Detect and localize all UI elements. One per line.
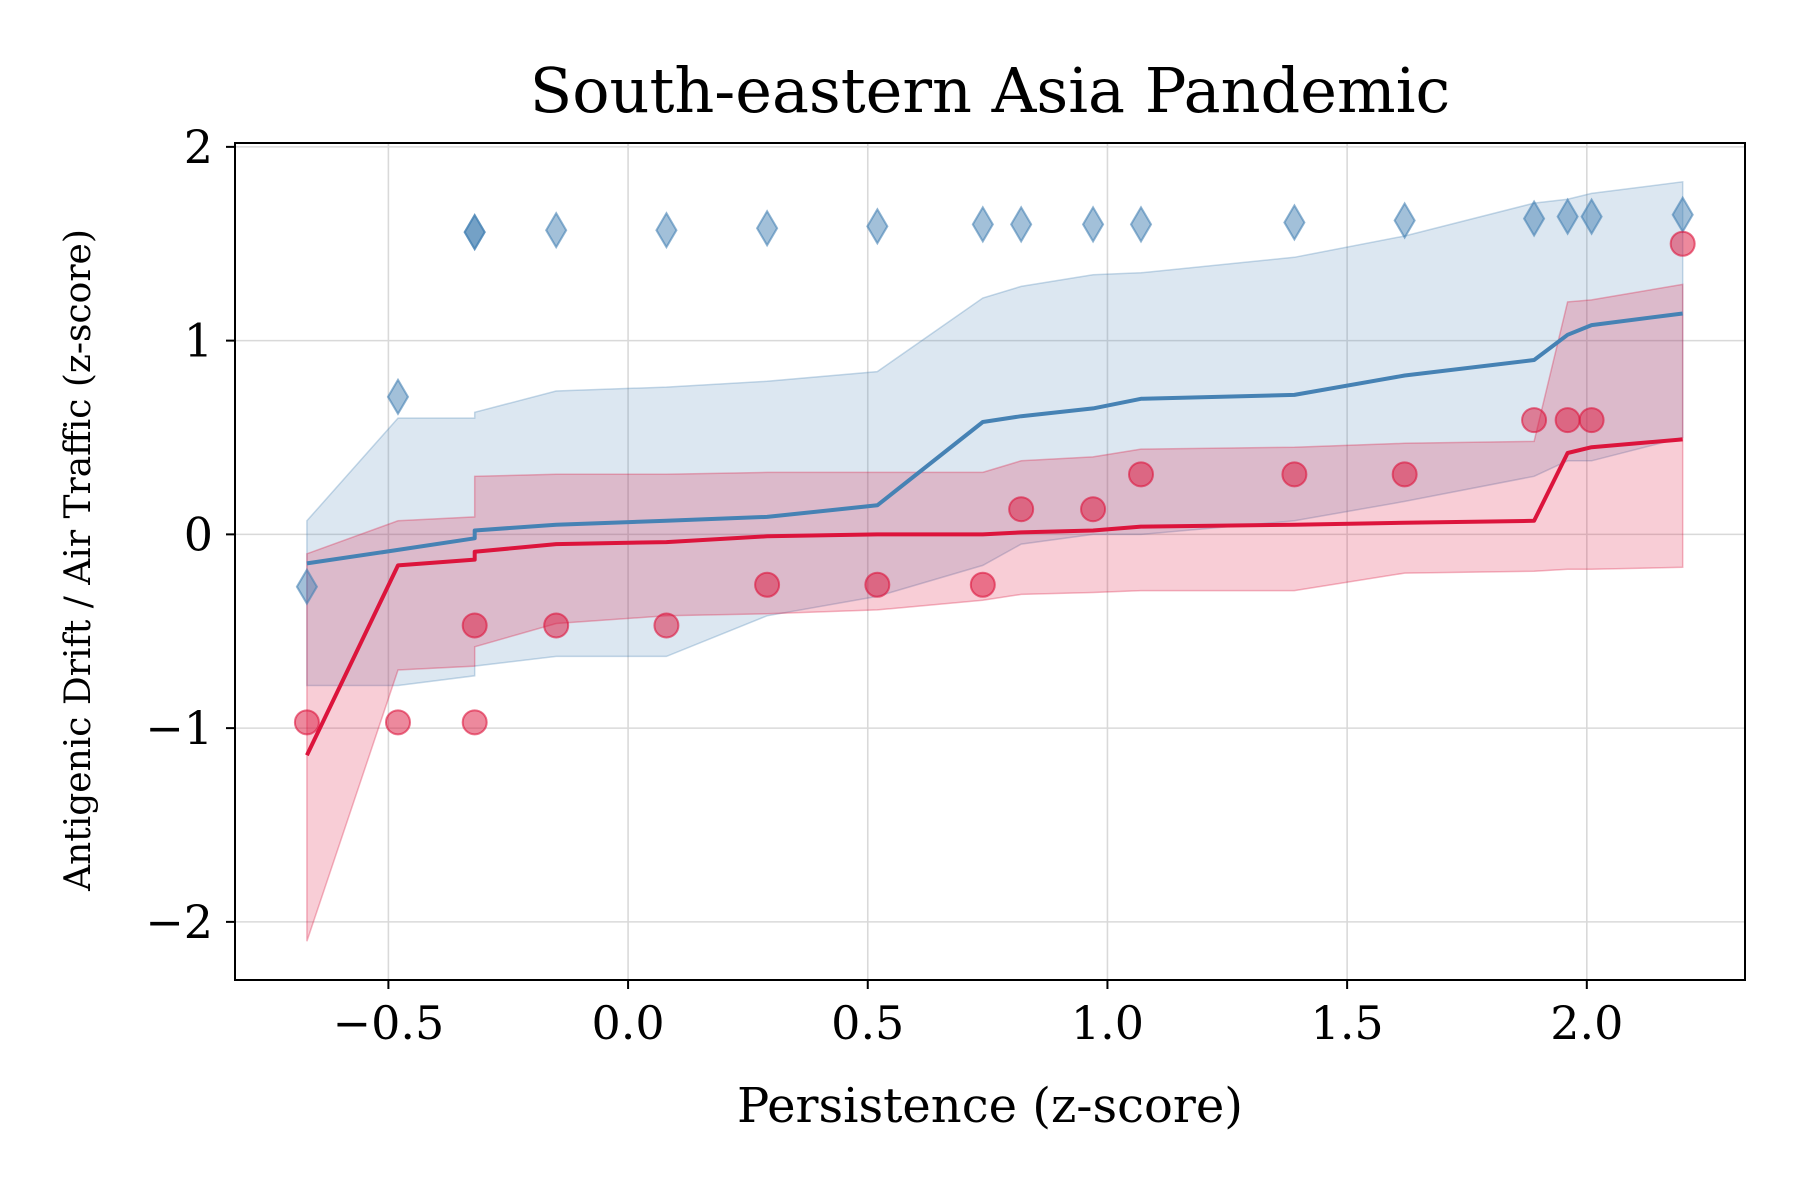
chart-title: South-eastern Asia Pandemic — [530, 54, 1451, 127]
data-point-circle — [1008, 496, 1035, 523]
data-point-diamond — [1009, 205, 1033, 244]
x-tick-label: 1.5 — [1311, 996, 1384, 1050]
data-point-diamond — [1556, 197, 1579, 236]
data-point-circle — [293, 709, 320, 736]
data-point-diamond — [866, 207, 889, 246]
data-point-circle — [1669, 230, 1696, 257]
trend-lines — [305, 311, 1683, 757]
data-point-circle — [1554, 407, 1581, 434]
data-point-circle — [461, 612, 488, 639]
data-point-diamond — [1522, 199, 1546, 238]
data-point-diamond — [755, 209, 779, 248]
data-point-circle — [1281, 461, 1308, 488]
x-tick-label: 0.5 — [831, 996, 904, 1050]
y-tick-label: 2 — [184, 120, 213, 174]
x-axis-label: Persistence (z-score) — [737, 1078, 1243, 1134]
data-point-diamond — [1580, 197, 1603, 236]
y-tick-label: −1 — [145, 701, 213, 755]
data-point-diamond — [463, 213, 486, 252]
x-tick-label: 2.0 — [1550, 996, 1623, 1050]
data-point-diamond — [971, 205, 994, 244]
data-point-circle — [754, 571, 781, 598]
data-point-circle — [1080, 496, 1107, 523]
y-tick-label: −2 — [145, 895, 213, 949]
data-point-circle — [543, 612, 570, 639]
data-point-circle — [653, 612, 680, 639]
data-point-circle — [1391, 461, 1418, 488]
trend-line-red — [305, 437, 1683, 757]
data-point-circle — [1578, 407, 1605, 434]
x-tick-label: 0.0 — [592, 996, 665, 1050]
plot-frame — [234, 142, 1746, 981]
data-point-diamond — [1129, 205, 1153, 244]
data-point-circle — [1521, 407, 1548, 434]
data-point-diamond — [1283, 203, 1306, 242]
data-point-diamond — [655, 211, 678, 250]
data-point-diamond — [1081, 205, 1105, 244]
data-point-diamond — [1393, 201, 1416, 240]
data-point-circle — [1128, 461, 1154, 488]
data-point-circle — [384, 709, 411, 736]
data-point-diamond — [295, 567, 319, 606]
x-tick-label: 1.0 — [1071, 996, 1144, 1050]
confidence-bands — [306, 180, 1684, 942]
axis-ticks: −0.5 0.0 0.5 1.0 1.5 2.0 −2 −1 0 1 2 — [145, 120, 1623, 1050]
confidence-band-blue — [306, 180, 1684, 687]
data-point-circle — [461, 709, 488, 736]
y-tick-label: 0 — [184, 507, 213, 561]
data-point-circle — [969, 571, 996, 598]
trend-line-blue — [306, 311, 1683, 566]
data-point-circle — [864, 571, 891, 598]
data-points — [293, 195, 1696, 736]
y-axis-label: Antigenic Drift / Air Traffic (z-score) — [58, 229, 99, 892]
x-tick-label: −0.5 — [333, 996, 445, 1050]
data-point-diamond — [386, 377, 410, 416]
data-point-diamond — [545, 211, 568, 250]
y-tick-label: 1 — [184, 314, 213, 368]
grid — [235, 143, 1745, 980]
